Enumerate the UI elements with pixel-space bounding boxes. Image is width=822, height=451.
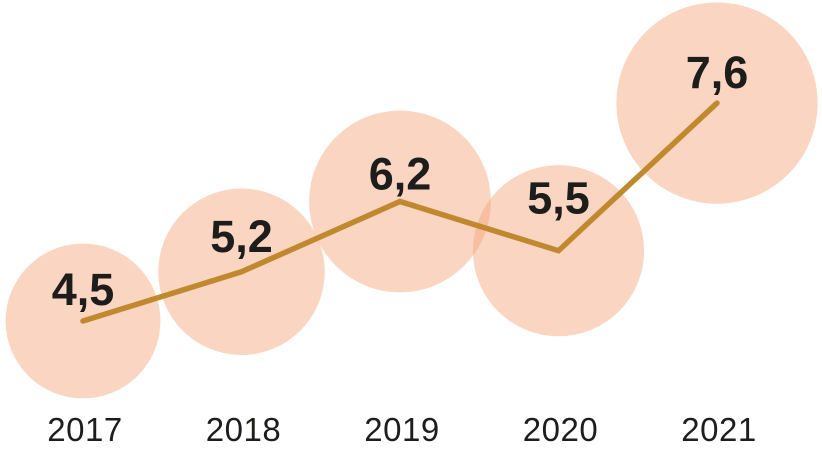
x-axis-label-2018: 2018: [206, 411, 281, 448]
value-label-2020: 5,5: [527, 173, 590, 224]
trend-line: [80, 100, 720, 324]
x-axis-label-2021: 2021: [681, 411, 756, 448]
x-axis-label-2019: 2019: [364, 411, 439, 448]
value-label-2018: 5,2: [210, 211, 273, 262]
value-label-2021: 7,6: [686, 47, 749, 98]
value-label-2019: 6,2: [369, 148, 432, 199]
value-label-2017: 4,5: [52, 264, 115, 315]
x-axis-label-2020: 2020: [523, 411, 598, 448]
x-axis-label-2017: 2017: [47, 411, 122, 448]
